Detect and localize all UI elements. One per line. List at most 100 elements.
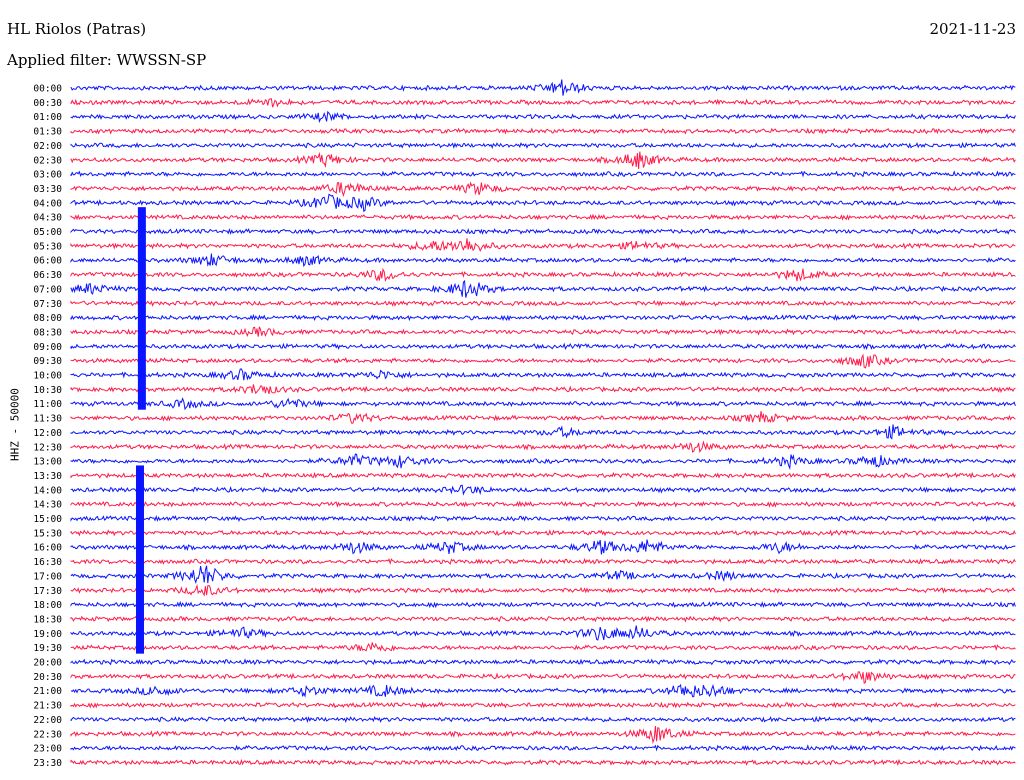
trace-row bbox=[70, 267, 1016, 283]
trace-row bbox=[70, 299, 1016, 307]
row-label: 21:00 bbox=[33, 686, 62, 697]
trace-row bbox=[70, 368, 1016, 381]
row-label: 19:30 bbox=[33, 643, 62, 654]
row-label: 12:30 bbox=[33, 442, 62, 453]
trace-row bbox=[70, 484, 1016, 496]
row-label: 04:30 bbox=[33, 213, 62, 224]
trace-row bbox=[70, 424, 1016, 440]
row-label: 10:00 bbox=[33, 371, 62, 382]
trace-row bbox=[70, 658, 1016, 666]
row-label: 07:30 bbox=[33, 299, 62, 310]
trace-row bbox=[70, 565, 1016, 585]
row-label: 08:00 bbox=[33, 313, 62, 324]
row-label: 13:00 bbox=[33, 457, 62, 468]
trace-row bbox=[70, 744, 1016, 752]
station-title: HL Riolos (Patras) bbox=[7, 20, 147, 38]
filter-label: Applied filter: WWSSN-SP bbox=[7, 51, 207, 69]
trace-row bbox=[70, 758, 1016, 767]
trace-row bbox=[70, 500, 1016, 508]
row-label: 23:30 bbox=[33, 758, 62, 769]
trace-row bbox=[70, 397, 1016, 411]
trace-row bbox=[70, 642, 1016, 652]
row-label: 09:00 bbox=[33, 342, 62, 353]
row-label: 03:30 bbox=[33, 184, 62, 195]
trace-row bbox=[70, 342, 1016, 351]
row-label: 16:00 bbox=[33, 543, 62, 554]
row-label: 14:00 bbox=[33, 485, 62, 496]
trace-row bbox=[70, 97, 1016, 108]
trace-row bbox=[70, 701, 1016, 709]
row-label: 08:30 bbox=[33, 327, 62, 338]
trace-row bbox=[70, 625, 1016, 641]
trace-row bbox=[70, 253, 1016, 268]
row-label: 05:30 bbox=[33, 241, 62, 252]
trace-row bbox=[70, 238, 1016, 253]
trace-row bbox=[70, 141, 1016, 150]
trace-row bbox=[70, 313, 1016, 322]
trace-row bbox=[70, 583, 1016, 597]
large-event-band bbox=[135, 465, 144, 654]
row-label: 03:00 bbox=[33, 170, 62, 181]
row-label: 22:00 bbox=[33, 715, 62, 726]
trace-row bbox=[70, 726, 1016, 744]
row-label: 06:00 bbox=[33, 256, 62, 267]
row-label: 16:30 bbox=[33, 557, 62, 568]
trace-row bbox=[70, 193, 1016, 213]
trace-row bbox=[70, 181, 1016, 198]
row-label: 11:00 bbox=[33, 399, 62, 410]
trace-row bbox=[70, 557, 1016, 566]
row-label: 15:30 bbox=[33, 528, 62, 539]
date-label: 2021-11-23 bbox=[929, 20, 1016, 38]
row-label: 04:00 bbox=[33, 198, 62, 209]
large-event-band bbox=[137, 207, 146, 410]
trace-row bbox=[70, 213, 1016, 221]
row-label: 17:30 bbox=[33, 586, 62, 597]
row-label: 14:30 bbox=[33, 500, 62, 511]
trace-row bbox=[70, 600, 1016, 609]
trace-row bbox=[70, 151, 1016, 169]
trace-row bbox=[70, 683, 1016, 698]
row-label: 11:30 bbox=[33, 414, 62, 425]
row-label: 02:00 bbox=[33, 141, 62, 152]
row-label: 05:00 bbox=[33, 227, 62, 238]
row-label: 01:30 bbox=[33, 127, 62, 138]
row-label: 10:30 bbox=[33, 385, 62, 396]
trace-row bbox=[70, 411, 1016, 424]
row-label: 23:00 bbox=[33, 744, 62, 755]
trace-row bbox=[70, 539, 1016, 555]
trace-row bbox=[70, 671, 1016, 685]
row-label: 07:00 bbox=[33, 284, 62, 295]
row-label: 09:30 bbox=[33, 356, 62, 367]
trace-row bbox=[70, 170, 1016, 178]
row-label: 02:30 bbox=[33, 155, 62, 166]
trace-row bbox=[70, 110, 1016, 124]
trace-row bbox=[70, 384, 1016, 395]
trace-row bbox=[70, 353, 1016, 369]
trace-row bbox=[70, 279, 1016, 298]
trace-row bbox=[70, 715, 1016, 724]
row-label: 20:30 bbox=[33, 672, 62, 683]
trace-row bbox=[70, 127, 1016, 135]
row-label: 01:00 bbox=[33, 112, 62, 123]
row-label: 06:30 bbox=[33, 270, 62, 281]
trace-row bbox=[70, 440, 1016, 454]
row-label: 21:30 bbox=[33, 701, 62, 712]
row-label: 19:00 bbox=[33, 629, 62, 640]
row-label: 18:00 bbox=[33, 600, 62, 611]
row-label: 20:00 bbox=[33, 658, 62, 669]
trace-row bbox=[70, 471, 1016, 480]
row-label: 13:30 bbox=[33, 471, 62, 482]
row-label: 18:30 bbox=[33, 614, 62, 625]
trace-row bbox=[70, 453, 1016, 471]
row-label: 22:30 bbox=[33, 729, 62, 740]
trace-row bbox=[70, 615, 1016, 623]
trace-row bbox=[70, 326, 1016, 338]
trace-row bbox=[70, 79, 1016, 96]
row-label: 00:00 bbox=[33, 84, 62, 95]
row-label: 00:30 bbox=[33, 98, 62, 109]
trace-row bbox=[70, 227, 1016, 236]
row-label: 17:00 bbox=[33, 571, 62, 582]
row-label: 15:00 bbox=[33, 514, 62, 525]
trace-row bbox=[70, 529, 1016, 537]
